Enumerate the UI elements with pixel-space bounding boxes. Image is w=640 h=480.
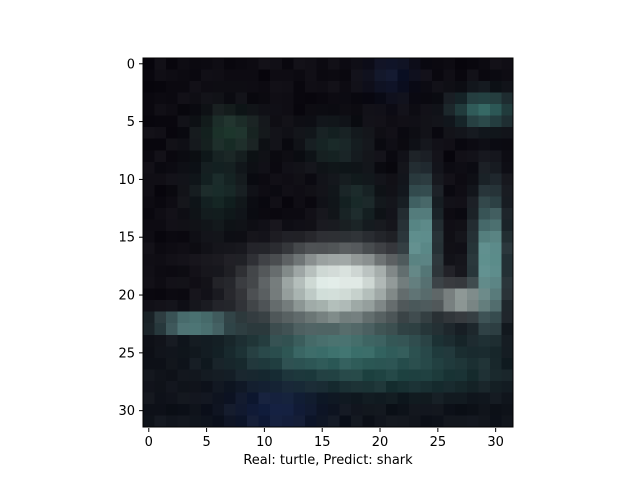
pixel-image	[143, 58, 513, 427]
caption: Real: turtle, Predict: shark	[243, 453, 413, 468]
x-axis: 0 5 10 15 20 25 30	[145, 428, 504, 450]
y-tick-label: 25	[118, 346, 135, 361]
x-tick-label: 10	[256, 435, 273, 450]
x-tick-label: 30	[487, 435, 504, 450]
y-axis: 0 5 10 15 20 25 30	[118, 57, 143, 419]
y-tick-label: 15	[118, 231, 135, 246]
x-tick-label: 5	[202, 435, 210, 450]
y-tick-label: 10	[118, 173, 135, 188]
image-canvas	[143, 58, 513, 427]
y-tick-label: 5	[127, 115, 135, 130]
x-tick-label: 0	[145, 435, 153, 450]
x-tick-label: 25	[430, 435, 447, 450]
x-tick-label: 20	[372, 435, 389, 450]
y-tick-label: 30	[118, 404, 135, 419]
y-tick-label: 0	[127, 57, 135, 72]
axes-frame	[142, 57, 514, 428]
x-tick-label: 15	[314, 435, 331, 450]
y-tick-label: 20	[118, 289, 135, 304]
